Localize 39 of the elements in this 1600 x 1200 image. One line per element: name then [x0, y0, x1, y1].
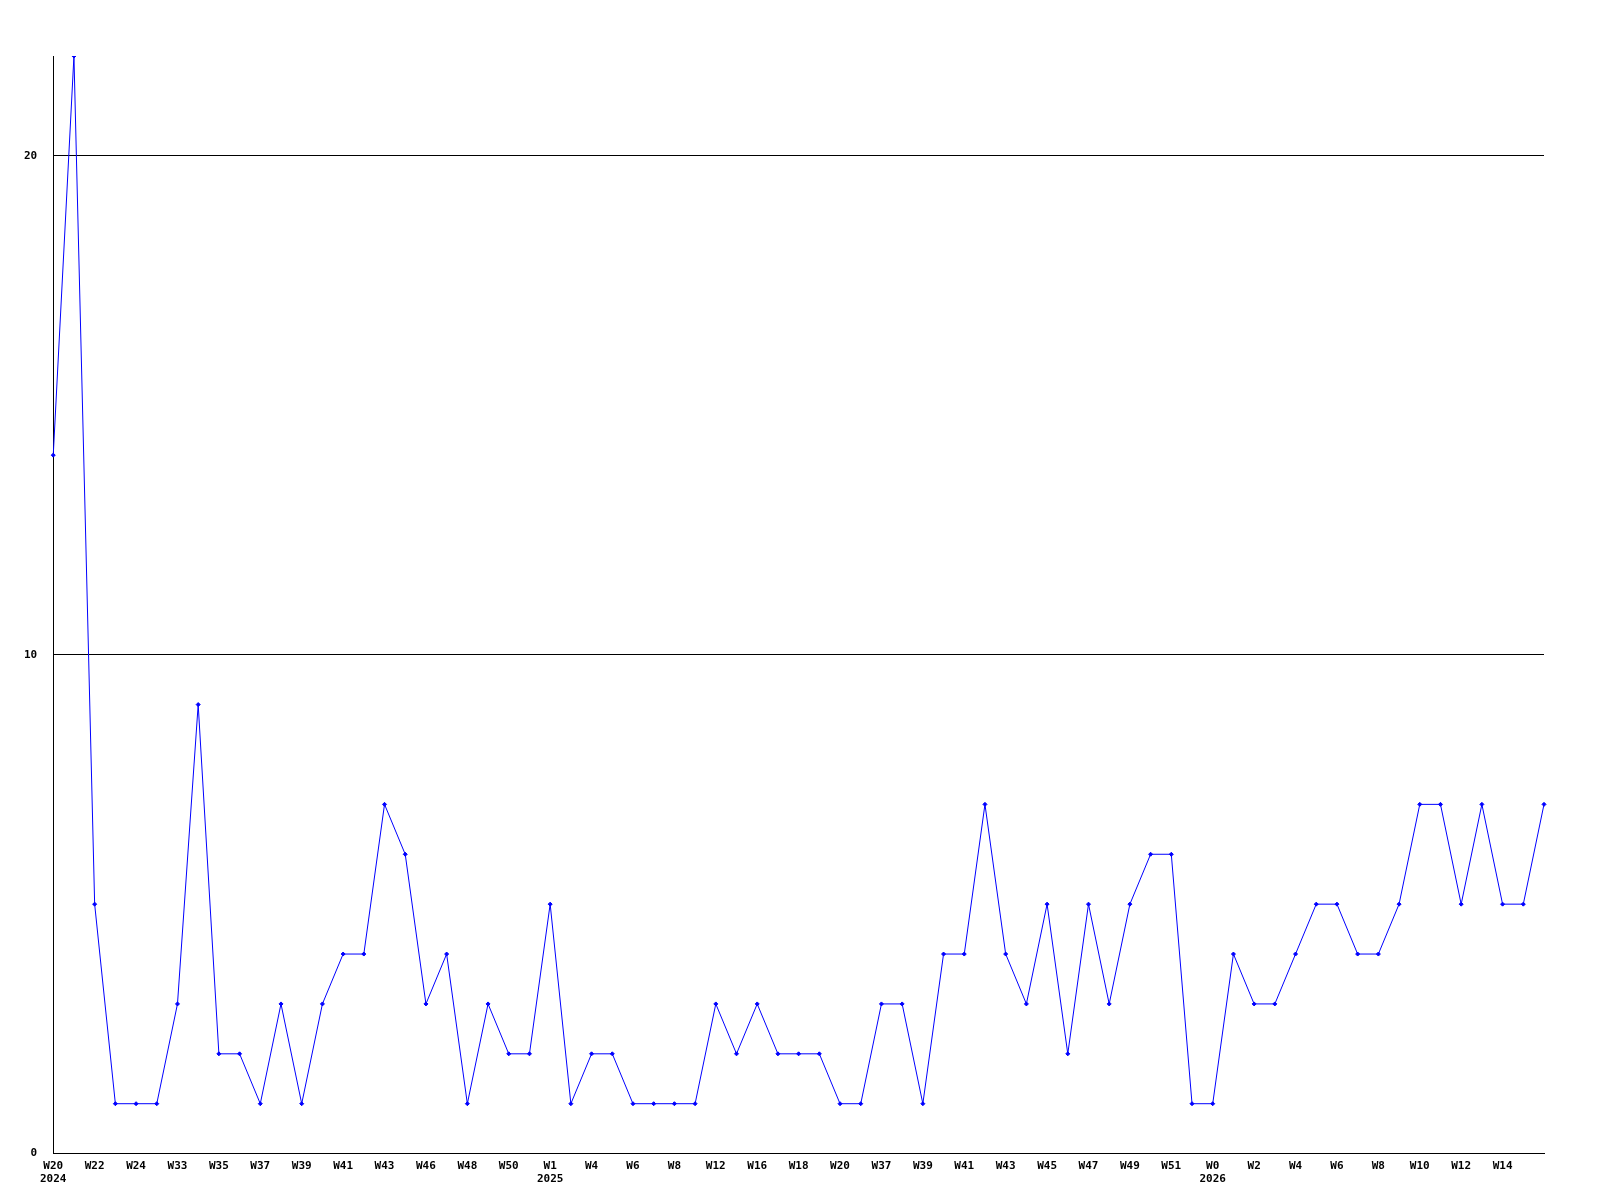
x-tick-label: W12	[1451, 1159, 1472, 1173]
x-tick-label: W16	[747, 1159, 768, 1173]
x-tick-label: W35	[208, 1159, 229, 1173]
x-tick-label: W47	[1078, 1159, 1099, 1173]
x-tick-label: W0 2026	[1199, 1159, 1227, 1186]
x-tick-label: W8	[1371, 1159, 1385, 1173]
x-tick-label: W24	[126, 1159, 147, 1173]
x-tick-label: W6	[1330, 1159, 1344, 1173]
x-tick-label: W4	[1288, 1159, 1303, 1173]
y-tick-label: 20	[24, 148, 38, 162]
x-tick-label: W1 2025	[536, 1159, 564, 1186]
x-tick-label: W22	[84, 1159, 105, 1173]
x-tick-label: W37	[250, 1159, 271, 1173]
x-tick-label: W2	[1247, 1159, 1261, 1173]
x-tick-label: W4	[584, 1159, 599, 1173]
x-tick-label: W20	[830, 1159, 850, 1173]
x-tick-label: W39	[291, 1159, 312, 1173]
x-tick-label: W33	[167, 1159, 188, 1173]
x-tick-label: W39	[912, 1159, 933, 1173]
y-tick-label: 0	[30, 1146, 38, 1160]
x-tick-label: W41	[954, 1159, 975, 1173]
x-tick-label: W49	[1119, 1159, 1140, 1173]
x-tick-label: W6	[626, 1159, 640, 1173]
x-tick-label: W10	[1409, 1159, 1430, 1173]
x-tick-label: W46	[416, 1159, 437, 1173]
x-tick-label: W8	[667, 1159, 682, 1173]
x-tick-label: W18	[788, 1159, 809, 1173]
x-tick-label: W14	[1492, 1159, 1513, 1173]
x-tick-label: W37	[871, 1159, 892, 1173]
x-tick-label: W50	[498, 1159, 519, 1173]
x-tick-label: W43	[995, 1159, 1016, 1173]
x-tick-label: W48	[457, 1159, 478, 1173]
x-tick-label: W51	[1161, 1159, 1182, 1173]
x-tick-label: W12	[705, 1159, 726, 1173]
y-tick-label: 10	[24, 647, 38, 661]
x-tick-label: W41	[333, 1159, 354, 1173]
x-tick-label: W45	[1037, 1159, 1058, 1173]
x-tick-label: W20 2024	[40, 1159, 67, 1186]
x-tick-label: W43	[374, 1159, 395, 1173]
